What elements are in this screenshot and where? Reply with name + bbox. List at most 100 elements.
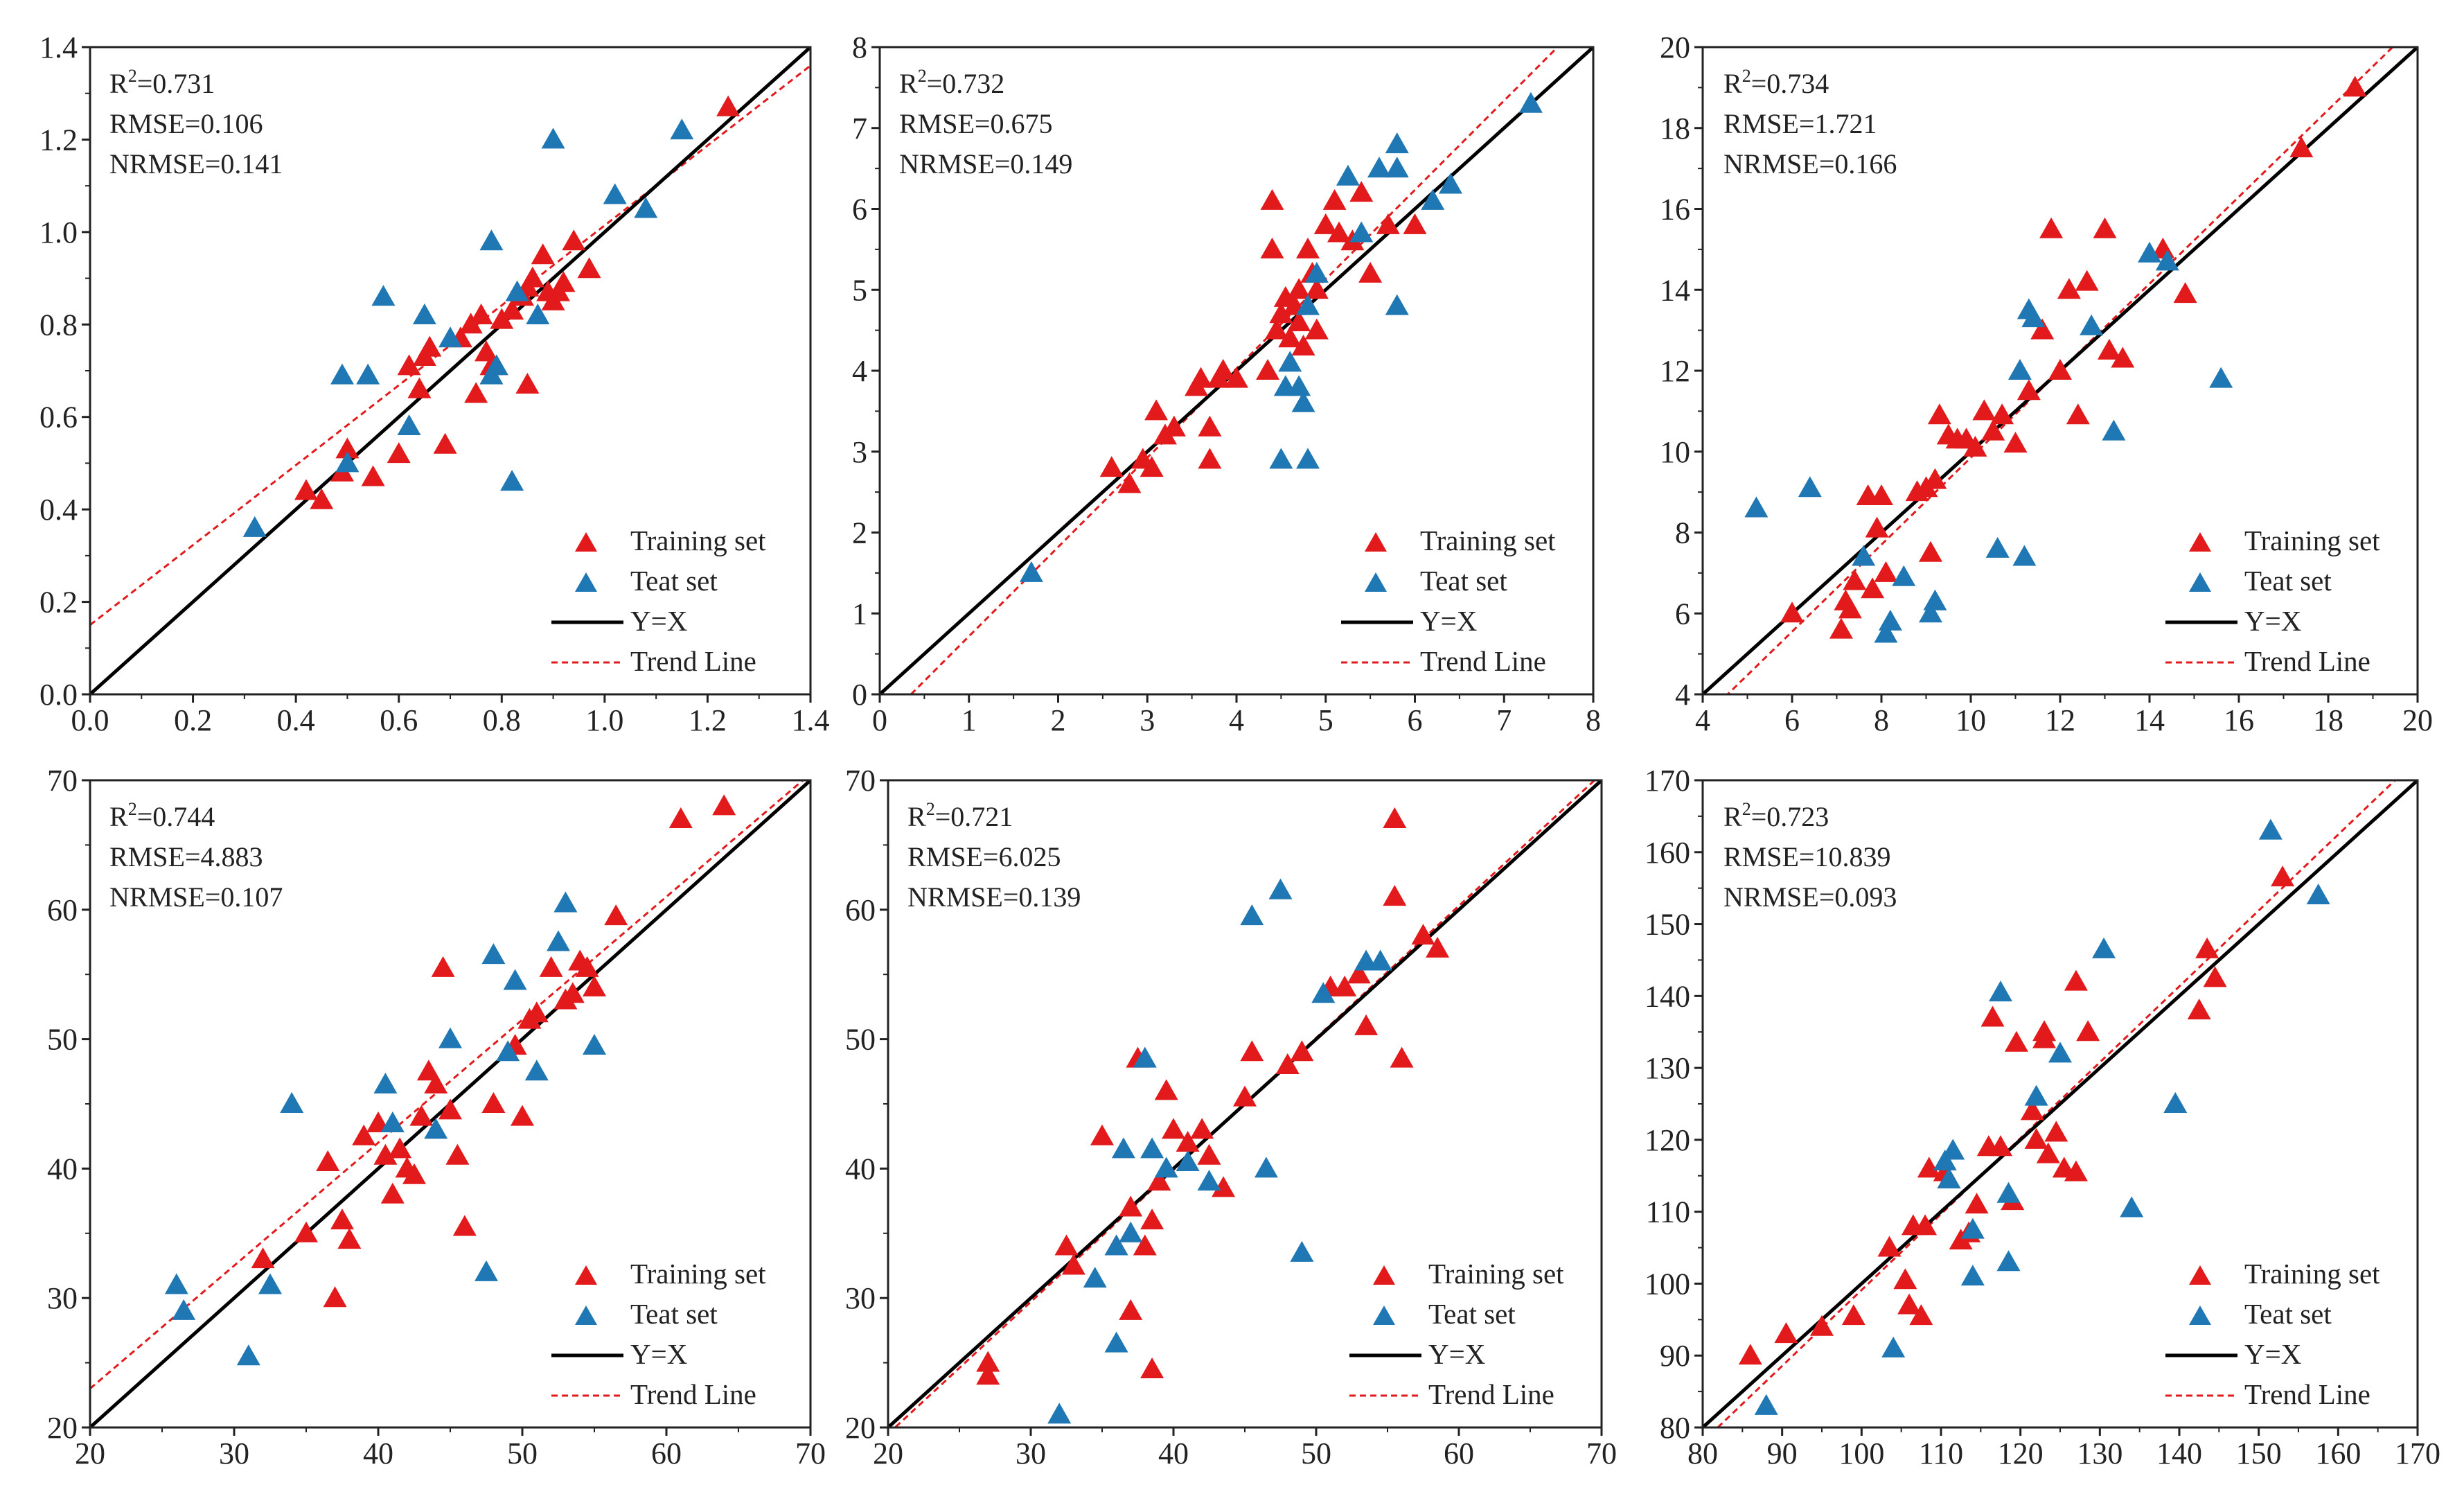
panel-1-test-point (397, 414, 421, 436)
panel-5-test-point (1368, 949, 1392, 971)
panel-2-train-point (1144, 399, 1169, 421)
panel-5-test-point (1104, 1234, 1128, 1256)
panel-2-y-tick-label: 6 (852, 193, 867, 227)
panel-6-rmse: RMSE=10.839 (1723, 841, 1890, 872)
panel-5-train-point (1054, 1234, 1079, 1256)
panel-3-test-point (2209, 367, 2233, 388)
legend-yx-label: Y=X (1428, 1338, 1485, 1370)
panel-2-test-point (1296, 448, 1320, 469)
panel-5-test-point (1240, 904, 1264, 926)
panel-2-test-point (1385, 157, 1409, 178)
panel-1-legend: Training set Teat set Y=X Trend Line (551, 525, 766, 677)
panel-6-train-point (1989, 1135, 2012, 1157)
panel-4-train-point (251, 1247, 275, 1269)
panel-5-train-point (1411, 924, 1435, 945)
panel-4-test-point (553, 891, 578, 913)
panel-3-train-point (2093, 217, 2117, 238)
panel-4-test-point (481, 943, 506, 965)
panel-6-train-point (2064, 1160, 2088, 1181)
panel-2-train-point (1162, 415, 1186, 437)
panel-3-train-point (2003, 432, 2028, 453)
panel-2-train-point (1211, 359, 1235, 380)
panel-6-train-point (1913, 1214, 1938, 1236)
panel-5-rmse: RMSE=6.025 (907, 841, 1061, 872)
panel-3-y-tick-label: 12 (1660, 354, 1690, 388)
panel-3-y-tick-label: 16 (1660, 193, 1690, 227)
panel-3-nrmse: NRMSE=0.166 (1723, 148, 1897, 179)
panel-3-train-point (1861, 577, 1885, 599)
panel-5-x-tick-label: 70 (1586, 1436, 1617, 1470)
panel-3-train-point (1829, 617, 1853, 639)
panel-6-r2-label: R (1723, 801, 1742, 832)
panel-4-r2: R2=0.744 (109, 799, 215, 832)
panel-6-test-point (1937, 1167, 1961, 1188)
panel-4-train-point (539, 956, 563, 977)
panel-2-test-point (1336, 164, 1360, 186)
panel-5-y-tick-label: 30 (845, 1281, 876, 1315)
panel-4-x-tick-label: 20 (75, 1436, 105, 1470)
panel-5-y-tick-label: 20 (845, 1411, 876, 1445)
panel-1-x-tick-label: 1.2 (689, 703, 727, 737)
panel-6-y-tick-label: 170 (1645, 764, 1690, 798)
legend-train-label: Training set (1428, 1258, 1564, 1290)
panel-5-y-tick-label: 70 (845, 764, 876, 798)
panel-5-train-point (976, 1351, 1000, 1372)
panel-3-x-tick-label: 10 (1956, 703, 1986, 737)
panel-3-train-point (1870, 484, 1893, 505)
panel-6-test-point (1989, 981, 2012, 1002)
panel-1-train-point (520, 266, 544, 288)
panel-2-train-point (1403, 213, 1427, 234)
panel-3-x-tick-label: 4 (1695, 703, 1710, 737)
panel-6-y-tick-label: 160 (1645, 836, 1690, 870)
panel-3-train-point (1865, 516, 1889, 538)
panel-3-train-point (2066, 403, 2090, 425)
panel-2-y-tick-label: 2 (852, 516, 867, 550)
panel-2-x-tick-label: 2 (1051, 703, 1066, 737)
panel-2-test-point (1304, 261, 1329, 283)
panel-3-train-point (1918, 540, 1942, 562)
panel-5-train-point (1197, 1143, 1221, 1165)
panel-4-y-tick-label: 60 (47, 893, 78, 927)
panel-6-train-point (1877, 1236, 1902, 1257)
panel-3-x-tick-label: 6 (1784, 703, 1800, 737)
panel-1-train-point (335, 437, 360, 459)
legend-trend-label: Trend Line (1428, 1378, 1554, 1410)
panel-5-train-point (1233, 1085, 1257, 1107)
panel-2-test-point (1421, 188, 1445, 210)
panel-2-r2: R2=0.732 (899, 66, 1004, 99)
panel-3-train-point (2173, 282, 2197, 304)
panel-6-train-point (1965, 1193, 1989, 1214)
panel-3-plot-area: 4 6 8 10 12 14 16 18 20 4 6 8 10 12 14 16 18 20 (1660, 30, 2433, 737)
panel-3-test-point (1918, 601, 1942, 623)
legend-test-label: Teat set (1428, 1298, 1516, 1330)
panel-6-train-point (1909, 1304, 1933, 1326)
panel-1-test-point (541, 128, 565, 149)
panel-6-train-point (2036, 1142, 2060, 1163)
panel-6-y-tick-label: 100 (1645, 1267, 1690, 1301)
panel-3-test-point (1744, 496, 1769, 518)
panel-6-trend-line (1716, 780, 2397, 1427)
panel-4-y-tick-label: 70 (47, 764, 78, 798)
panel-4-plot-area: 20 30 40 50 60 70 20 30 40 50 60 70 (47, 764, 826, 1470)
panel-1-rmse: RMSE=0.106 (109, 108, 263, 139)
panel-2-r2-label: R (899, 68, 918, 99)
panel-3-y-tick-label: 4 (1675, 678, 1690, 712)
legend-train-marker (1365, 532, 1387, 552)
panel-6-test-point (2024, 1084, 2048, 1106)
panel-3-x-tick-label: 18 (2313, 703, 2343, 737)
panel-4-x-tick-label: 60 (651, 1436, 682, 1470)
panel-5-test-point (1254, 1157, 1278, 1178)
panel-5-train-point (1119, 1299, 1143, 1320)
panel-5-train-point (1090, 1124, 1114, 1145)
panel-4-train-point (294, 1221, 318, 1242)
panel-6-nrmse: NRMSE=0.093 (1723, 881, 1897, 913)
panel-1-x-tick-label: 1.4 (792, 703, 830, 737)
panel-3-train-point (2039, 217, 2064, 238)
panel-6-train-point (1897, 1293, 1922, 1315)
panel-1-y-tick-label: 1.0 (39, 216, 78, 249)
panel-4-trend-line (90, 780, 805, 1390)
legend-train-label: Training set (630, 525, 766, 556)
legend-train-label: Training set (2244, 525, 2380, 556)
panel-6-train-point (1738, 1344, 1762, 1365)
